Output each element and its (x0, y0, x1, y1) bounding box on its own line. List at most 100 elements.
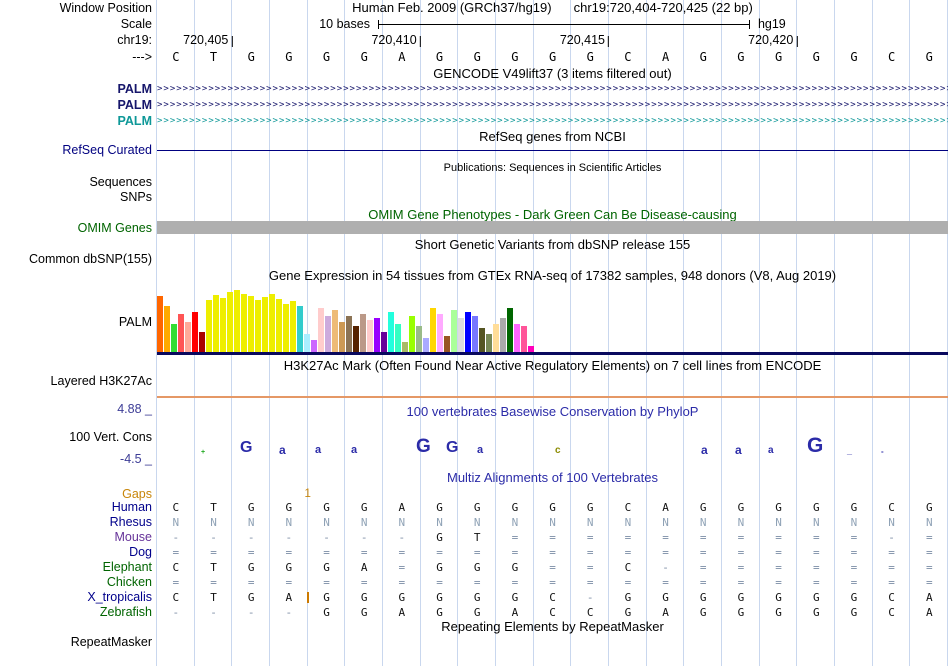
base-letter: G (850, 50, 858, 64)
alignment-base: G (247, 591, 255, 604)
gtex-bar (472, 316, 478, 352)
alignment-base: = (925, 531, 933, 544)
gtex-bar (430, 308, 436, 352)
alignment-base: N (775, 516, 782, 529)
layered-h3k27ac-label[interactable]: Layered H3K27Ac (50, 374, 152, 388)
alignment-base: G (473, 591, 481, 604)
gtex-bar (409, 316, 415, 352)
alignment-track: C T G G G A = G G G = = C - = = = = = = = (157, 560, 948, 575)
cons-track-label[interactable]: 100 Vert. Cons (69, 430, 152, 444)
alignment-base: = (473, 546, 481, 559)
alignment-track: = = = = = = = = = = = = = = = = = = = = = (157, 545, 948, 560)
species-label[interactable]: Zebrafish (99, 605, 152, 619)
omim-header[interactable]: OMIM Gene Phenotypes - Dark Green Can Be… (368, 207, 737, 222)
transcript-label[interactable]: PALM (117, 98, 153, 112)
gtex-bar (178, 314, 184, 352)
ruler-tick-label: 720,405 (183, 33, 229, 47)
alignment-base: G (812, 501, 820, 514)
species-label[interactable]: Dog (129, 545, 152, 559)
alignment-base: = (850, 576, 858, 589)
gtex-bar (367, 320, 373, 352)
alignment-base: G (436, 501, 443, 514)
alignment-base: = (436, 576, 443, 589)
base-letter: G (285, 50, 293, 64)
cons-max-row: 4.88 _ (0, 402, 950, 416)
alignment-base: G (473, 561, 481, 574)
transcript-arrows: >>>>>>>>>>>>>>>>>>>>>>>>>>>>>>>>>>>>>>>>… (157, 116, 948, 126)
refseq-curated-label[interactable]: RefSeq Curated (62, 143, 152, 157)
alignment-base: = (624, 576, 632, 589)
ruler-tick-mark (608, 36, 609, 47)
species-label[interactable]: Rhesus (109, 515, 152, 529)
transcript-row: PALM >>>>>>>>>>>>>>>>>>>>>>>>>>>>>>>>>>>>… (0, 97, 950, 113)
transcript-label[interactable]: PALM (117, 82, 153, 96)
alignment-base: = (473, 576, 481, 589)
alignment-base: N (624, 516, 632, 529)
sequences-label[interactable]: Sequences (89, 175, 152, 189)
grid-line (947, 0, 948, 666)
publications-header[interactable]: Publications: Sequences in Scientific Ar… (443, 162, 662, 174)
common-dbsnp-label[interactable]: Common dbSNP(155) (29, 252, 152, 266)
alignment-base: = (737, 576, 745, 589)
alignment-base: N (473, 516, 481, 529)
base-letter: C (172, 50, 180, 64)
species-label[interactable]: Mouse (114, 530, 152, 544)
alignment-base: C (624, 561, 632, 574)
gtex-gene-label[interactable]: PALM (118, 315, 152, 329)
alignment-base: = (662, 576, 669, 589)
alignment-base: = (662, 546, 669, 559)
grid-line (721, 0, 722, 666)
grid-line (532, 0, 534, 666)
gtex-header[interactable]: Gene Expression in 54 tissues from GTEx … (268, 268, 837, 283)
transcript-label[interactable]: PALM (117, 114, 153, 128)
alignment-base: N (323, 516, 330, 529)
alignment-base: N (360, 516, 368, 529)
repeatmasker-label[interactable]: RepeatMasker (70, 635, 152, 649)
alignment-base: N (699, 516, 707, 529)
multiz-header[interactable]: Multiz Alignments of 100 Vertebrates (446, 470, 658, 485)
alignment-base: T (210, 501, 217, 514)
gtex-bar (213, 295, 219, 352)
species-label[interactable]: Human (111, 500, 152, 514)
scale-track: 10 bases hg19 (157, 17, 948, 31)
omim-genes-label[interactable]: OMIM Genes (77, 221, 152, 235)
alignment-base: = (699, 546, 707, 559)
species-label[interactable]: Elephant (102, 560, 152, 574)
alignment-base: G (737, 591, 745, 604)
alignment-base: = (888, 576, 895, 589)
alignment-base: = (398, 546, 406, 559)
phylop-logo-letter: G (240, 439, 253, 456)
snps-label[interactable]: SNPs (120, 190, 152, 204)
base-letter: G (925, 50, 933, 64)
dbsnp-header[interactable]: Short Genetic Variants from dbSNP releas… (414, 237, 691, 252)
phylop-logo-letter: G (416, 436, 431, 457)
base-letter: G (247, 50, 255, 64)
gencode-header[interactable]: GENCODE V49lift37 (3 items filtered out) (433, 66, 672, 81)
phylop-header[interactable]: 100 vertebrates Basewise Conservation by… (406, 404, 699, 419)
alignment-base: G (699, 606, 707, 619)
repeatmasker-header[interactable]: Repeating Elements by RepeatMasker (441, 619, 664, 634)
base-letter: T (209, 50, 218, 64)
ruler-tick-mark (231, 36, 233, 47)
gtex-bar (346, 316, 352, 352)
gtex-baseline (157, 352, 948, 355)
gtex-bar (451, 310, 457, 352)
alignment-base: G (285, 501, 293, 514)
grid-line (645, 0, 647, 666)
gtex-bar (374, 318, 380, 352)
species-label[interactable]: X_tropicalis (87, 590, 152, 604)
alignment-row: Mouse - - - - - - - G T = = = = = = = = = = - = (0, 530, 950, 545)
alignment-base: N (549, 516, 556, 529)
transcript-row: PALM >>>>>>>>>>>>>>>>>>>>>>>>>>>>>>>>>>>>… (0, 81, 950, 97)
ruler-tick-label: 720,420 (748, 33, 794, 47)
gaps-label[interactable]: Gaps (122, 487, 152, 501)
h3k27ac-header[interactable]: H3K27Ac Mark (Often Found Near Active Re… (283, 358, 822, 373)
phylop-logo-letter: a (768, 445, 774, 456)
alignment-base: N (888, 516, 895, 529)
gtex-bar (325, 316, 331, 352)
species-label[interactable]: Chicken (106, 575, 152, 589)
sequences-row: Sequences (0, 175, 950, 189)
alignment-base: G (398, 591, 406, 604)
refseq-header[interactable]: RefSeq genes from NCBI (479, 129, 626, 144)
